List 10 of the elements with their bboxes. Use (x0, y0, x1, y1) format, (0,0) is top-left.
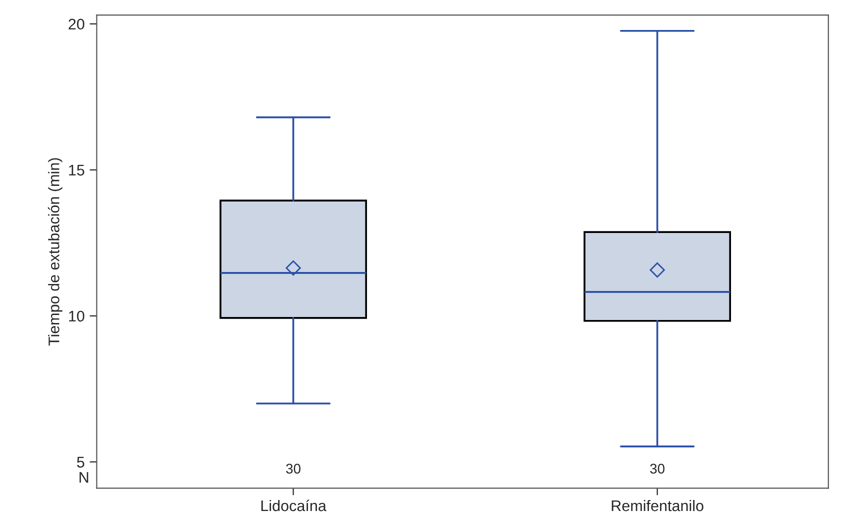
y-tick-label: 10 (69, 310, 84, 322)
annotation: 30 (650, 464, 664, 474)
y-tick-label: 20 (68, 18, 84, 30)
y-axis-title: Tiempo de extubación (min) (48, 158, 62, 346)
y-tick-label: 15 (69, 164, 84, 176)
y-tick-label: 5 (77, 456, 84, 468)
x-tick-label: Remifentanilo (612, 500, 704, 512)
annotation: 30 (286, 464, 300, 474)
text: N (80, 472, 88, 483)
x-tick-label: Lidocaína (261, 500, 326, 512)
